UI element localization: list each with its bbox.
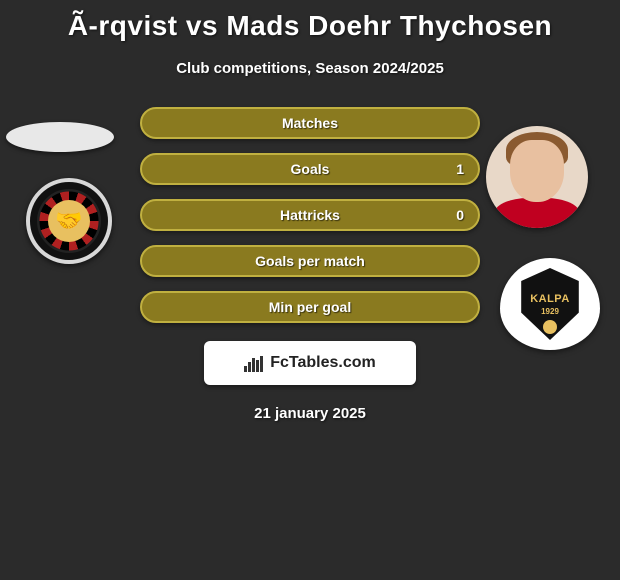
player-left-avatar (6, 122, 114, 152)
club-right-shield: KALPA 1929 (518, 268, 582, 340)
stat-bar-label: Min per goal (269, 299, 351, 315)
subtitle: Club competitions, Season 2024/2025 (0, 60, 620, 77)
stat-bars: Matches Goals 1 Hattricks 0 Goals per ma… (140, 107, 480, 323)
page-title: Ã-rqvist vs Mads Doehr Thychosen (0, 0, 620, 42)
stat-bar: Goals 1 (140, 153, 480, 185)
stat-bar: Hattricks 0 (140, 199, 480, 231)
stat-bar-label: Goals (291, 161, 330, 177)
player-right-avatar (486, 126, 588, 228)
stat-bar: Min per goal (140, 291, 480, 323)
club-right-year: 1929 (541, 307, 559, 316)
ball-icon (543, 320, 557, 334)
handshake-icon: 🤝 (48, 200, 90, 242)
brand-name: FcTables.com (270, 354, 376, 372)
date-label: 21 january 2025 (0, 405, 620, 422)
stat-bar: Goals per match (140, 245, 480, 277)
brand-box: FcTables.com (204, 341, 416, 385)
club-left-crest: 🤝 (26, 178, 112, 264)
stat-bar-label: Matches (282, 115, 338, 131)
stat-bar-label: Hattricks (280, 207, 340, 223)
club-right-text: KALPA (530, 293, 570, 305)
avatar-face (510, 140, 564, 202)
stat-bar-value-right: 1 (456, 161, 464, 177)
barchart-icon (244, 354, 264, 372)
avatar-jersey (494, 198, 580, 228)
stat-bar-value-right: 0 (456, 207, 464, 223)
stat-bar: Matches (140, 107, 480, 139)
club-right-crest: KALPA 1929 (500, 258, 600, 350)
stat-bar-label: Goals per match (255, 253, 365, 269)
